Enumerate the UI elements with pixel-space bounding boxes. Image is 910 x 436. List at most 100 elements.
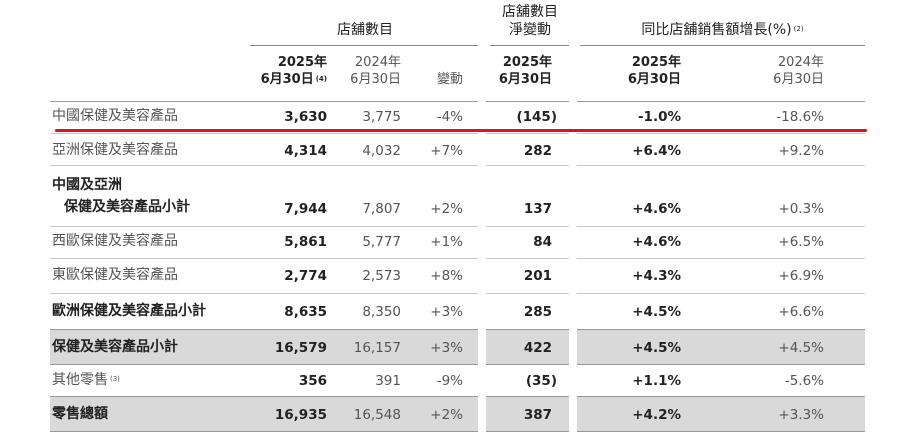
row-divider [50,396,865,397]
net-change: 84 [533,234,552,250]
row-divider [50,133,865,134]
total-shading [50,397,865,431]
net-change: 285 [523,304,552,320]
stores-change: +3% [430,340,463,356]
header-bottom-rule [50,101,865,102]
highlight-underline [55,129,867,132]
stores-2025: 7,944 [284,201,327,217]
stores-change: +8% [430,268,463,284]
col-growth-2024-date: 6月30日 [773,72,824,87]
growth-2024: -18.6% [776,109,824,125]
growth-2024: +4.5% [778,340,824,356]
stores-2025: 3,630 [284,109,327,125]
stores-2025: 356 [298,373,327,389]
col-net-date: 6月30日 [498,72,552,87]
row-divider [50,431,865,432]
growth-2025: -1.0% [637,109,681,125]
row-label: 中國保健及美容產品 [52,108,178,124]
row-label-footnote: (3) [110,375,120,383]
row-label: 亞洲保健及美容產品 [52,142,178,158]
row-label-line1: 中國及亞洲 [52,177,122,193]
col-growth-2025-date: 6月30日 [627,72,681,87]
header-rule [580,45,865,46]
col-change: 變動 [436,72,463,87]
growth-2025: +4.3% [632,268,681,284]
col-2024-stores-date: 6月30日 [350,72,401,87]
stores-change: +2% [430,407,463,423]
row-label: 零售總額 [52,406,108,422]
col-2024-stores-year: 2024年 [354,55,401,70]
growth-2024: -5.6% [784,373,824,389]
stores-2025: 2,774 [284,268,327,284]
net-change: 387 [523,407,552,423]
header-net-change-line1: 店舖數目 [502,4,558,20]
growth-2024: +3.3% [778,407,824,423]
net-change: (145) [516,109,557,125]
stores-change: +1% [430,234,463,250]
stores-2024: 3,775 [362,109,401,125]
stores-change: +2% [430,201,463,217]
col-2025-stores-footnote: (4) [315,75,327,83]
row-label: 西歐保健及美容產品 [52,233,178,249]
column-gap [569,40,577,436]
growth-2024: +6.9% [778,268,824,284]
growth-2025: +4.2% [632,407,681,423]
net-change: 201 [523,268,552,284]
subtotal-shading [50,330,865,364]
stores-2025: 4,314 [284,143,327,159]
stores-2025: 16,935 [274,407,327,423]
growth-2025: +4.6% [632,201,681,217]
growth-2025: +1.1% [632,373,681,389]
stores-change: -4% [436,109,463,125]
growth-2025: +6.4% [632,143,681,159]
stores-2024: 7,807 [362,201,401,217]
growth-2025: +4.5% [632,340,681,356]
stores-change: +3% [430,304,463,320]
stores-2025: 5,861 [284,234,327,250]
header-rule [250,45,480,46]
column-gap [478,40,486,436]
row-label: 其他零售 (3) [52,372,120,389]
col-2025-stores-year: 2025年 [277,55,327,70]
net-change: 422 [523,340,552,356]
stores-2024: 4,032 [362,143,401,159]
col-2025-stores-date: 6月30日 (4) [250,72,327,88]
row-divider [50,364,865,365]
col-growth-2025-year: 2025年 [631,55,681,70]
growth-2024: +6.5% [778,234,824,250]
header-growth-label: 同比店舖銷售額增長(%) [641,22,792,38]
header-net-change-line2: 淨變動 [509,22,551,38]
row-label: 保健及美容產品小計 [52,339,178,355]
net-change: 137 [523,201,552,217]
row-divider [50,165,865,166]
row-divider [50,258,865,259]
row-divider [50,329,865,330]
stores-2025: 16,579 [274,340,327,356]
growth-2024: +9.2% [778,143,824,159]
stores-change: -9% [436,373,463,389]
stores-2024: 391 [375,373,401,389]
growth-2025: +4.5% [632,304,681,320]
row-label: 東歐保健及美容產品 [52,267,178,283]
col-growth-2024-year: 2024年 [777,55,824,70]
col-2025-stores-date-text: 6月30日 [260,72,314,87]
header-growth: 同比店舖銷售額增長(%) (2) [580,22,865,39]
stores-2024: 16,548 [353,407,401,423]
stores-2024: 8,350 [362,304,401,320]
header-growth-footnote: (2) [793,25,804,33]
row-divider [50,226,865,227]
stores-2024: 16,157 [353,340,401,356]
growth-2024: +6.6% [778,304,824,320]
row-label-text: 其他零售 [52,372,108,388]
stores-2025: 8,635 [284,304,327,320]
net-change: 282 [523,143,552,159]
stores-2024: 5,777 [362,234,401,250]
growth-2025: +4.6% [632,234,681,250]
net-change: (35) [525,373,557,389]
stores-2024: 2,573 [362,268,401,284]
stores-change: +7% [430,143,463,159]
row-label-line2: 保健及美容產品小計 [64,199,190,215]
growth-2024: +0.3% [778,201,824,217]
col-net-year: 2025年 [502,55,552,70]
row-divider [50,293,865,294]
